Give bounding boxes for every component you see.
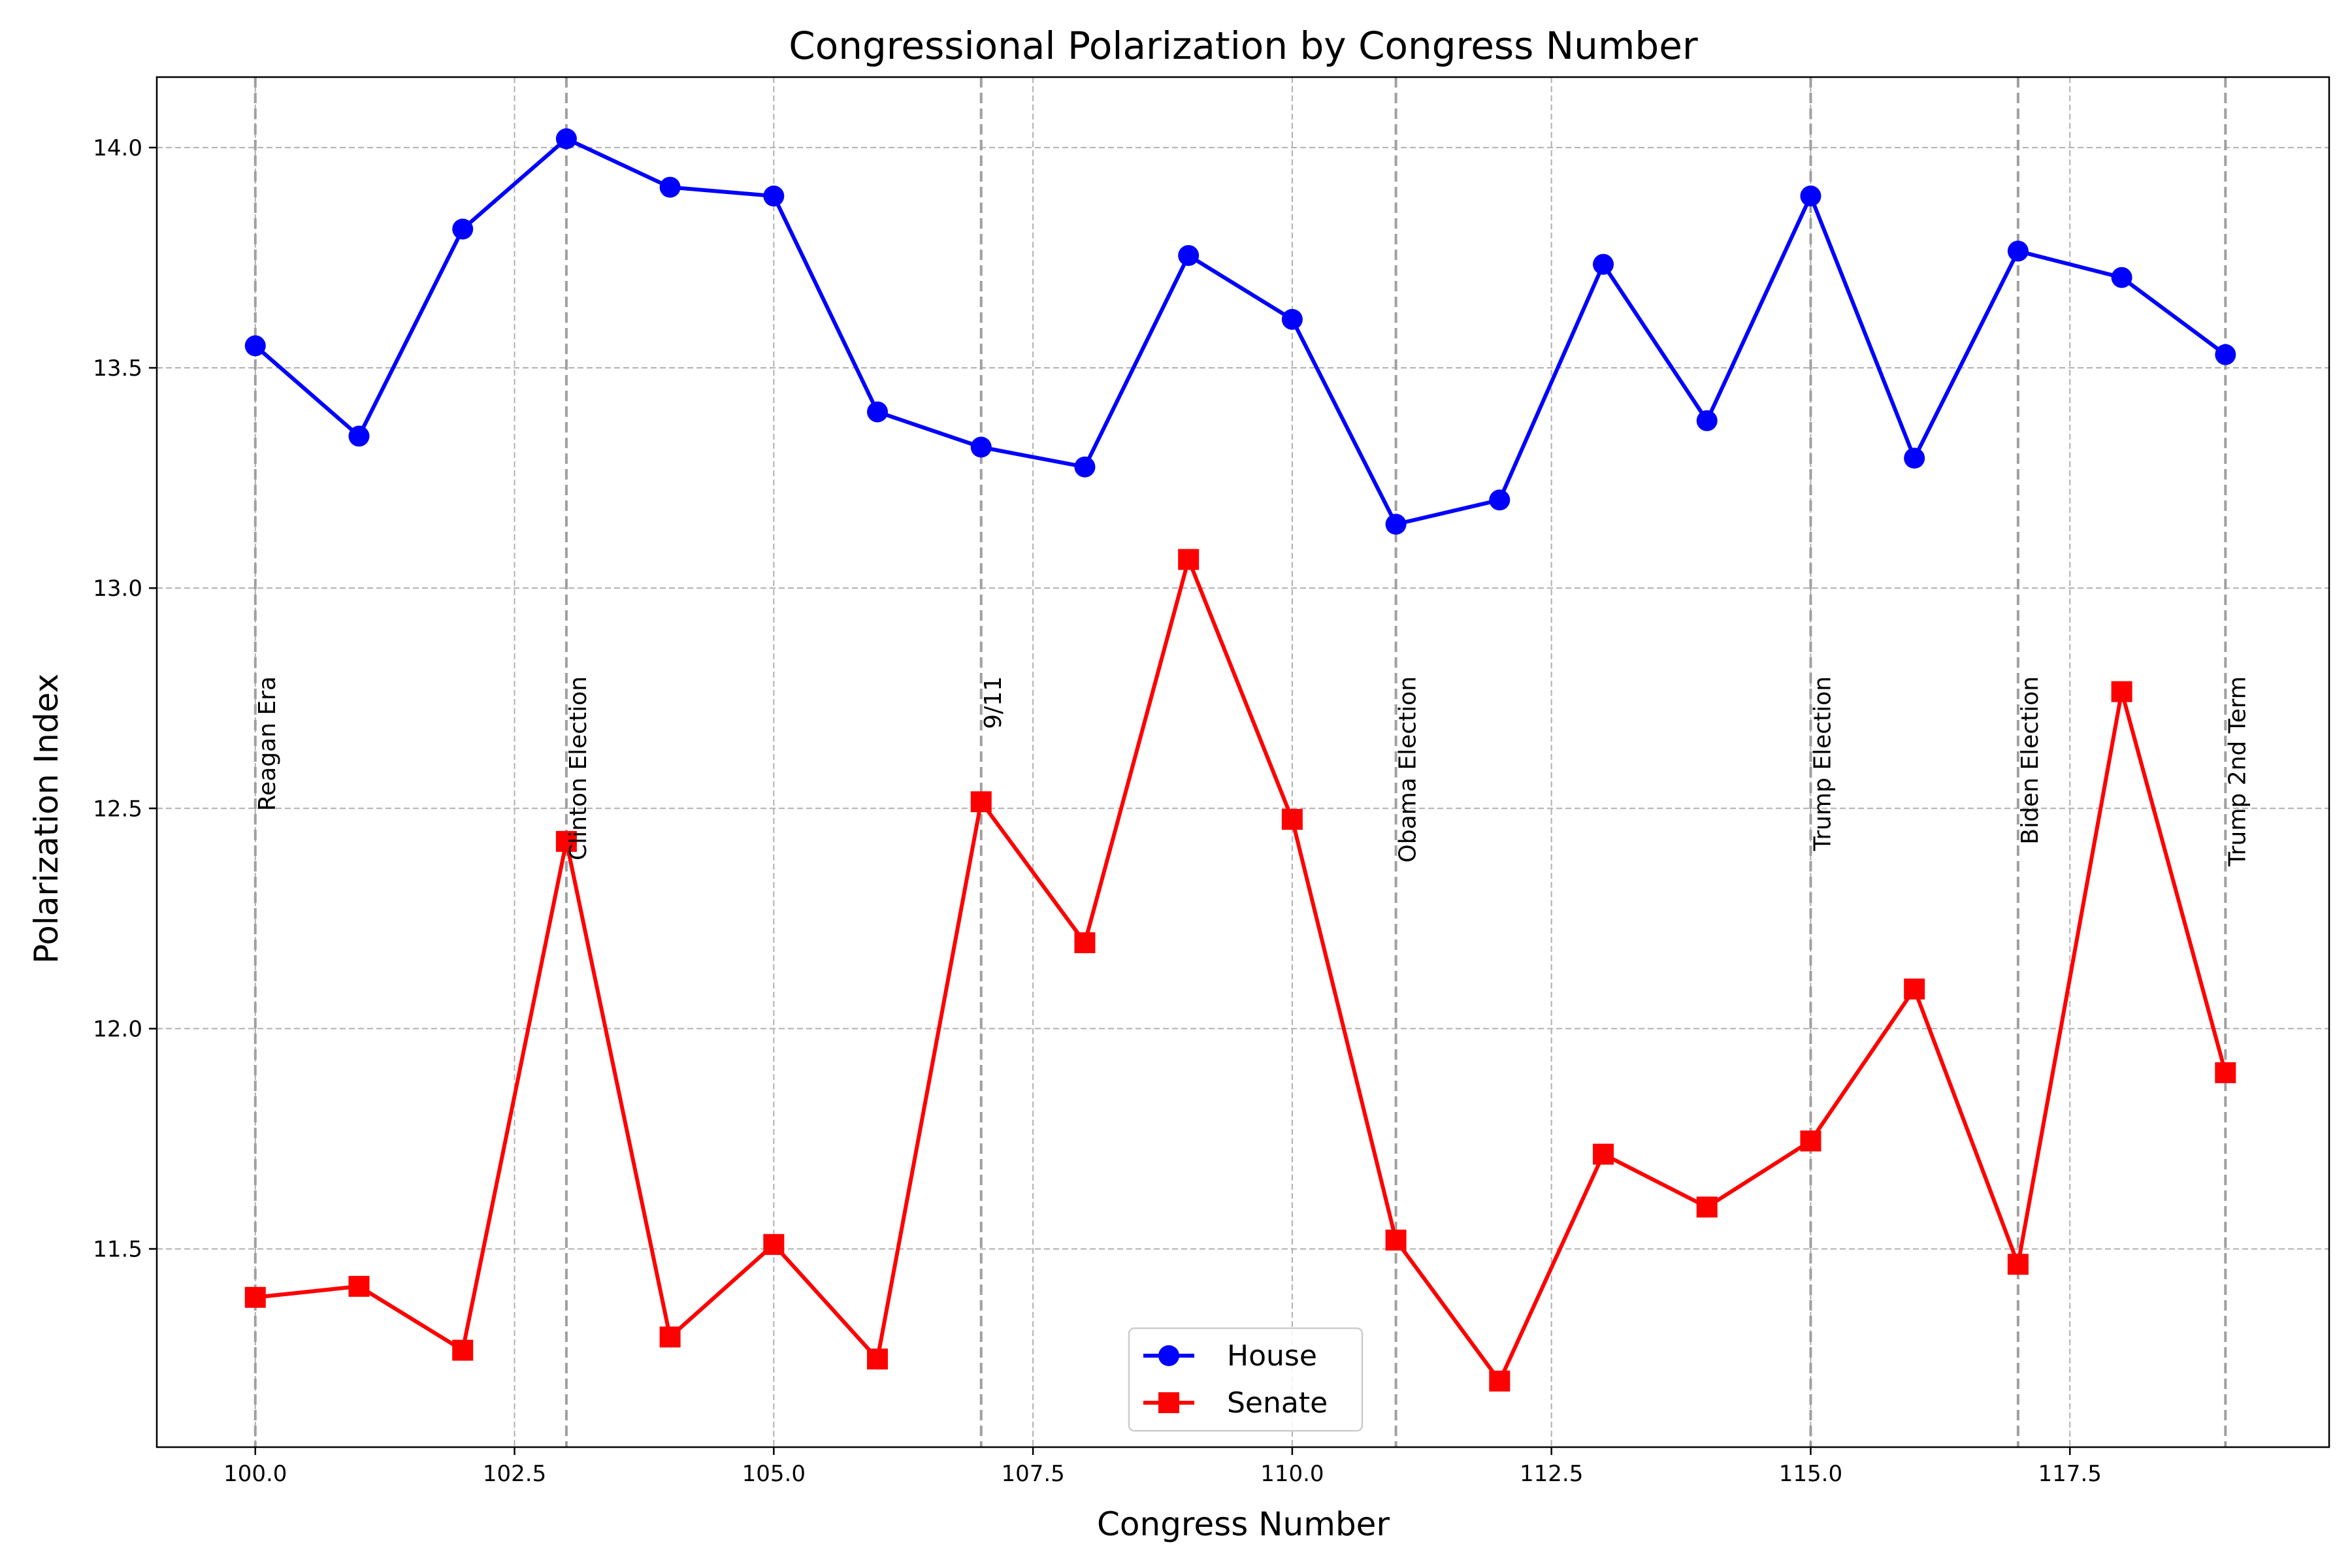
chart-title: Congressional Polarization by Congress N… <box>789 24 1698 68</box>
data-point <box>1696 410 1718 431</box>
annotation-label: Reagan Era <box>254 676 281 811</box>
data-point <box>348 1275 370 1297</box>
data-point <box>2111 267 2132 288</box>
y-tick-label: 13.0 <box>93 576 142 602</box>
data-point <box>1385 1230 1407 1251</box>
data-point <box>1489 1370 1511 1392</box>
annotation-label: Biden Election <box>2017 676 2044 845</box>
x-tick-label: 107.5 <box>1001 1461 1064 1487</box>
x-axis: 100.0 102.5 105.0 107.5 110.0 112.5 115.0 117.5 <box>223 1447 2102 1487</box>
annotation-label: Clinton Election <box>565 676 592 860</box>
data-point <box>2215 1062 2236 1083</box>
data-point <box>1178 245 1200 267</box>
y-axis-label: Polarization Index <box>27 674 65 964</box>
data-point <box>2007 1254 2029 1275</box>
x-tick-label: 117.5 <box>2038 1461 2102 1487</box>
y-tick-label: 14.0 <box>93 135 142 161</box>
data-point <box>555 128 577 150</box>
data-point <box>659 176 681 198</box>
data-point <box>763 186 785 207</box>
data-point <box>867 401 889 423</box>
x-tick-label: 105.0 <box>742 1461 806 1487</box>
x-tick-label: 112.5 <box>1520 1461 1583 1487</box>
legend-label: House <box>1227 1339 1317 1373</box>
x-tick-label: 110.0 <box>1260 1461 1324 1487</box>
annotation-lines <box>253 77 2227 1447</box>
y-axis: 11.5 12.0 12.5 13.0 13.5 14.0 <box>93 135 157 1263</box>
data-point <box>763 1233 785 1255</box>
data-point <box>1593 253 1614 275</box>
x-axis-label: Congress Number <box>1097 1505 1390 1543</box>
annotation-label: Trump Election <box>1809 676 1836 851</box>
data-point <box>244 335 266 357</box>
legend-marker <box>1158 1345 1179 1366</box>
data-point <box>1800 186 1821 207</box>
data-point <box>1281 809 1303 830</box>
data-point <box>1281 308 1303 330</box>
data-point <box>1800 1130 1821 1152</box>
data-point <box>452 218 474 240</box>
grid <box>157 77 2329 1447</box>
legend-label: Senate <box>1227 1386 1328 1420</box>
data-point <box>1593 1143 1614 1165</box>
data-point <box>1074 456 1096 478</box>
data-point <box>1074 932 1096 953</box>
data-point <box>867 1348 889 1370</box>
series-house <box>244 128 2236 535</box>
y-tick-label: 12.5 <box>93 796 142 822</box>
series-line-senate <box>255 557 2228 1383</box>
series-senate <box>244 549 2236 1392</box>
data-point <box>555 830 577 852</box>
legend: House Senate <box>1128 1327 1364 1432</box>
data-point <box>970 436 992 458</box>
y-tick-label: 11.5 <box>93 1237 142 1263</box>
legend-marker <box>1158 1392 1179 1413</box>
data-point <box>1178 549 1200 570</box>
data-point <box>244 1286 266 1308</box>
data-point <box>970 791 992 813</box>
data-point <box>1696 1196 1718 1218</box>
annotation-labels: Reagan Era Clinton Election 9/11 Obama Elec… <box>254 676 2251 867</box>
y-tick-label: 13.5 <box>93 355 142 382</box>
plot-frame <box>155 76 2330 1448</box>
y-tick-label: 12.0 <box>93 1016 142 1042</box>
data-point <box>1385 514 1407 535</box>
data-point <box>2215 344 2236 365</box>
x-tick-label: 102.5 <box>483 1461 546 1487</box>
data-point <box>1904 978 1925 1000</box>
legend-item-house: House <box>1143 1339 1317 1373</box>
x-tick-label: 100.0 <box>223 1461 287 1487</box>
data-point <box>452 1339 474 1361</box>
x-tick-label: 115.0 <box>1779 1461 1842 1487</box>
data-point <box>1489 489 1511 511</box>
annotation-label: Trump 2nd Term <box>2224 676 2251 867</box>
series-line-house <box>253 137 2227 527</box>
annotation-label: 9/11 <box>980 676 1007 729</box>
data-point <box>2007 240 2029 262</box>
data-point <box>2111 681 2132 702</box>
legend-item-senate: Senate <box>1143 1386 1328 1420</box>
series-layer <box>244 128 2236 1392</box>
annotation-label: Obama Election <box>1395 676 1422 862</box>
data-point <box>348 425 370 447</box>
data-point <box>659 1326 681 1348</box>
data-point <box>1904 448 1925 469</box>
